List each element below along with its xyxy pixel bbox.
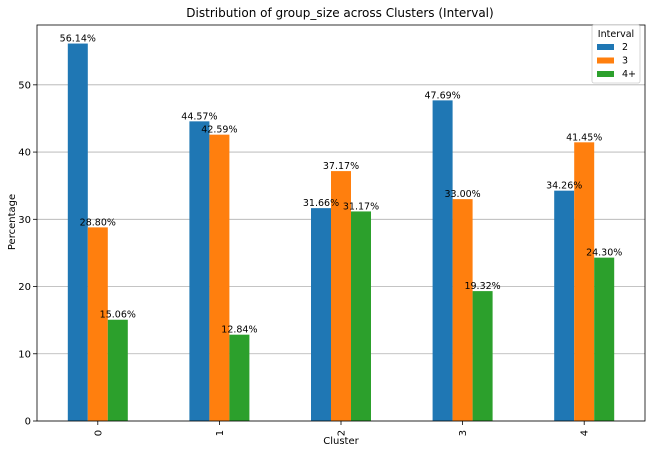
legend-label: 2: [622, 42, 628, 53]
data-label: 33.00%: [444, 189, 480, 200]
bar-cluster-0-series-3: [87, 227, 108, 421]
bars: [67, 43, 615, 422]
bar-cluster-2-series-3: [331, 171, 351, 421]
axes: 0 10 20 30 40 50 0 1 2 3 4: [18, 24, 646, 436]
legend-swatch: [597, 57, 614, 64]
bar-cluster-1-series-2: [189, 121, 210, 422]
data-label: 47.69%: [424, 90, 460, 101]
bar-cluster-2-series-4+: [351, 211, 371, 421]
legend-title: Interval: [598, 29, 634, 40]
data-label: 15.06%: [100, 310, 136, 321]
y-axis-label: Percentage: [7, 194, 18, 250]
data-label: 12.84%: [221, 325, 257, 336]
data-label: 34.26%: [546, 181, 582, 192]
x-tick-label: 2: [337, 430, 348, 436]
bar-cluster-0-series-4+: [107, 319, 128, 421]
bar-cluster-3-series-2: [432, 100, 453, 422]
data-label: 19.32%: [464, 281, 500, 292]
bar-cluster-1-series-4+: [229, 334, 250, 421]
data-labels: 56.14% 28.80% 15.06% 44.57% 42.59% 12.84% 31.6…: [60, 34, 623, 336]
legend-frame: [591, 24, 641, 84]
y-tick-label: 10: [18, 349, 31, 360]
legend: Interval 2 3 4+: [591, 24, 641, 84]
bar-cluster-3-series-4+: [472, 291, 493, 421]
bar-cluster-4-series-4+: [594, 257, 615, 421]
y-tick-label: 20: [18, 282, 31, 293]
data-label: 31.17%: [343, 201, 379, 212]
data-label: 24.30%: [586, 248, 622, 259]
y-tick-label: 50: [18, 80, 31, 91]
data-label: 37.17%: [323, 161, 359, 172]
x-axis-label: Cluster: [323, 436, 359, 447]
bar-cluster-1-series-3: [209, 134, 230, 421]
bar-cluster-4-series-3: [574, 142, 595, 422]
data-label: 42.59%: [201, 125, 237, 136]
bar-cluster-0-series-2: [67, 43, 88, 421]
legend-swatch: [597, 71, 614, 77]
bar-cluster-4-series-2: [554, 190, 575, 421]
data-label: 44.57%: [181, 111, 217, 122]
data-label: 56.14%: [60, 34, 96, 45]
data-label: 41.45%: [566, 132, 602, 143]
legend-label: 3: [622, 56, 628, 67]
data-label: 31.66%: [303, 198, 339, 209]
legend-label: 4+: [622, 69, 636, 80]
bar-cluster-2-series-2: [311, 208, 331, 421]
y-tick-label: 30: [18, 215, 31, 226]
plot-frame: [36, 24, 646, 422]
x-tick-label: 3: [458, 430, 469, 436]
x-tick-label: 0: [93, 430, 104, 436]
x-tick-label: 1: [215, 430, 226, 436]
x-tick-label: 4: [580, 430, 591, 436]
bar-cluster-3-series-3: [452, 199, 473, 421]
y-tick-label: 40: [18, 148, 31, 159]
legend-swatch: [597, 44, 614, 50]
chart-title: Distribution of group_size across Cluste…: [186, 6, 493, 20]
y-tick-label: 0: [25, 417, 31, 428]
data-label: 28.80%: [80, 217, 116, 228]
